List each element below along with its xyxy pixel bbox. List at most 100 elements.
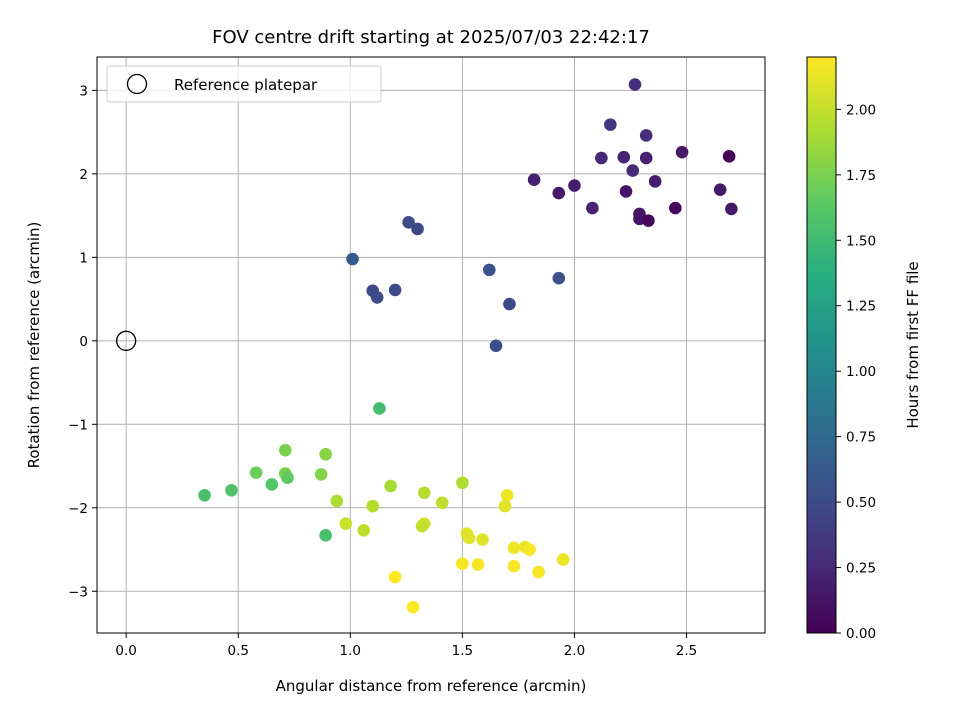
data-point — [198, 488, 211, 502]
plot-frame — [96, 56, 766, 634]
data-point — [278, 443, 292, 457]
legend-label-reference: Reference platepar — [174, 76, 318, 94]
data-point — [648, 175, 662, 188]
x-tick-label: 1.5 — [452, 643, 473, 659]
colorbar-gradient — [806, 56, 837, 634]
data-point — [523, 543, 536, 556]
data-point — [415, 519, 429, 533]
x-axis-ticks: 0.0 0.5 1.0 1.5 2.0 2.5 — [115, 633, 697, 659]
data-point — [619, 185, 633, 198]
data-point — [617, 150, 631, 164]
chart-title: FOV centre drift starting at 2025/07/03 … — [212, 27, 650, 48]
colorbar: 0.00 0.25 0.50 0.75 1.00 1.25 1.50 1.75 2.00 Hou… — [806, 56, 922, 642]
reference-marker — [115, 330, 137, 351]
data-point — [357, 524, 371, 537]
data-point — [435, 496, 449, 510]
colorbar-tick-label: 0.75 — [846, 430, 876, 446]
data-point — [568, 179, 581, 192]
data-point — [346, 252, 359, 266]
legend: Reference platepar — [106, 65, 382, 103]
data-point — [417, 486, 431, 500]
y-tick-label: 3 — [79, 83, 88, 99]
data-point — [626, 164, 640, 177]
data-point — [556, 553, 570, 566]
grid-lines — [97, 57, 765, 633]
data-point — [462, 531, 476, 545]
data-point — [406, 600, 420, 614]
x-tick-label: 2.0 — [564, 643, 585, 659]
x-tick-label: 0.5 — [227, 643, 248, 659]
colorbar-tick-label: 1.25 — [846, 299, 876, 315]
y-tick-label: 1 — [79, 250, 88, 266]
data-point — [507, 541, 521, 555]
data-point — [552, 186, 566, 200]
y-tick-label: 2 — [79, 167, 88, 183]
data-point — [604, 118, 617, 131]
data-point — [456, 476, 469, 490]
colorbar-tick-label: 0.25 — [846, 561, 876, 577]
y-tick-label: 0 — [79, 334, 88, 350]
data-point — [500, 488, 514, 502]
data-point — [281, 471, 294, 485]
data-point — [388, 283, 402, 297]
data-point — [532, 565, 545, 579]
data-point — [552, 271, 566, 285]
data-point — [713, 183, 727, 197]
reference-point — [115, 330, 137, 351]
x-tick-label: 1.0 — [340, 643, 361, 659]
data-point — [482, 263, 496, 277]
x-axis-label: Angular distance from reference (arcmin) — [276, 677, 587, 695]
data-point — [314, 468, 328, 481]
y-tick-label: −1 — [68, 417, 88, 433]
data-point — [370, 291, 384, 304]
y-tick-label: −3 — [68, 584, 88, 600]
data-point — [339, 517, 353, 530]
colorbar-ticks: 0.00 0.25 0.50 0.75 1.00 1.25 1.50 1.75 2.00 — [836, 102, 876, 642]
colorbar-tick-label: 0.50 — [846, 495, 876, 511]
data-point — [384, 479, 397, 493]
data-point — [456, 557, 469, 571]
data-points — [198, 78, 738, 614]
data-point — [722, 150, 736, 163]
data-point — [586, 201, 599, 215]
x-tick-label: 0.0 — [115, 643, 136, 659]
data-point — [366, 499, 380, 513]
data-point — [319, 448, 332, 461]
data-point — [642, 214, 655, 227]
colorbar-tick-label: 1.50 — [846, 233, 876, 249]
y-tick-label: −2 — [68, 501, 88, 517]
colorbar-tick-label: 1.00 — [846, 364, 876, 380]
colorbar-tick-label: 0.00 — [846, 626, 876, 642]
data-point — [595, 151, 608, 165]
legend-reference-marker — [126, 73, 148, 95]
data-point — [489, 339, 503, 353]
data-point — [476, 533, 489, 546]
data-point — [675, 145, 689, 159]
data-point — [319, 529, 332, 542]
data-point — [503, 297, 516, 311]
data-point — [373, 402, 386, 415]
y-axis-ticks: −3 −2 −1 0 1 2 3 — [68, 83, 97, 600]
data-point — [527, 173, 541, 187]
data-point — [639, 151, 653, 165]
data-point — [471, 558, 485, 571]
data-point — [265, 478, 279, 491]
data-point — [330, 494, 344, 508]
data-point — [388, 570, 402, 584]
y-axis-label: Rotation from reference (arcmin) — [25, 222, 43, 469]
data-point — [498, 499, 512, 513]
data-point — [411, 222, 424, 236]
data-point — [507, 559, 521, 573]
colorbar-tick-label: 2.00 — [846, 102, 876, 118]
legend-box — [106, 65, 382, 103]
data-point — [639, 129, 653, 142]
colorbar-tick-label: 1.75 — [846, 168, 876, 184]
data-point — [225, 483, 238, 497]
colorbar-label: Hours from first FF file — [904, 261, 922, 428]
data-point — [402, 215, 415, 229]
data-point — [725, 202, 738, 216]
x-tick-label: 2.5 — [676, 643, 697, 659]
data-point — [249, 466, 263, 480]
data-point — [669, 201, 682, 215]
